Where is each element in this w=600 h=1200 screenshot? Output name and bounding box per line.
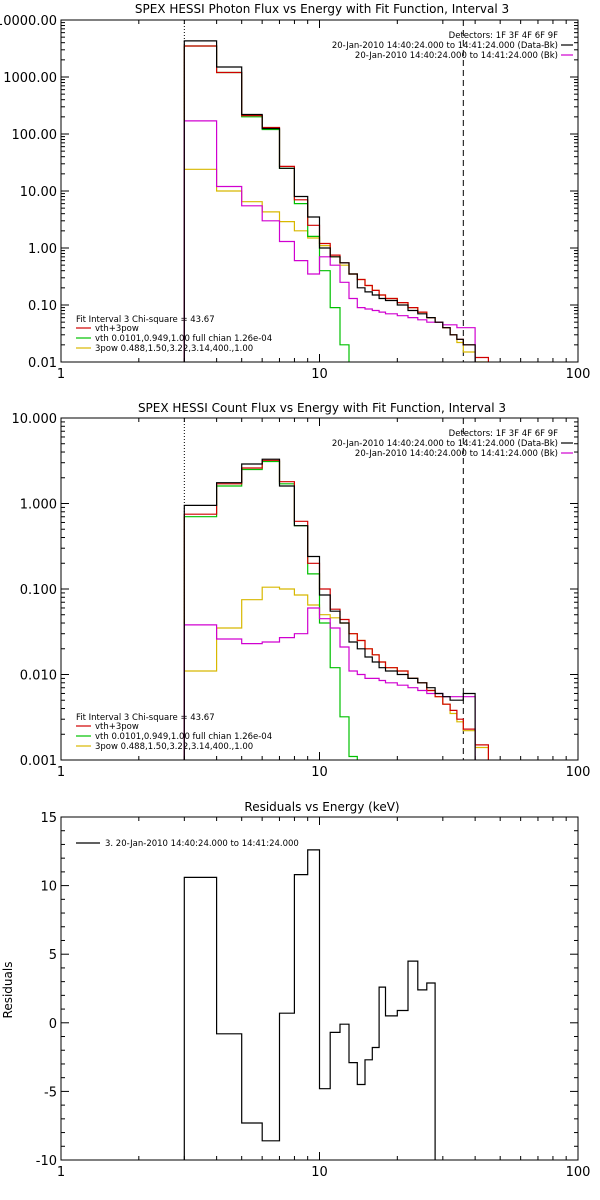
series-background	[183, 120, 476, 362]
y-tick-label: -10	[36, 1154, 57, 1169]
y-tick-label: 10000.00	[0, 14, 57, 29]
x-tick-label: 10	[311, 1165, 328, 1180]
y-tick-label: 15	[40, 811, 57, 826]
y-tick-label: 1.00	[28, 242, 57, 257]
legend-vth-label: vth 0.0101,0.949,1.00 full chian 1.26e-0…	[95, 334, 272, 344]
legend-data-label: 20-Jan-2010 14:40:24.000 to 14:41:24.000…	[332, 41, 558, 51]
legend-total-label: vth+3pow	[95, 324, 139, 334]
legend-top: Detectors: 1F 3F 4F 6F 9F 20-Jan-2010 14…	[332, 31, 573, 61]
legend-residual-label: 3. 20-Jan-2010 14:40:24.000 to 14:41:24.…	[105, 839, 299, 849]
y-tick-label: 0	[49, 1017, 57, 1032]
y-tick-label: 1.000	[20, 498, 57, 513]
x-tick-label: 100	[566, 1165, 591, 1180]
legend-data-label: 20-Jan-2010 14:40:24.000 to 14:41:24.000…	[332, 439, 558, 449]
series-data	[183, 458, 476, 760]
legend-bottom: Fit Interval 3 Chi-square = 43.67 vth+3p…	[76, 315, 272, 354]
photon-flux-panel: SPEX HESSI Photon Flux vs Energy with Fi…	[0, 2, 590, 382]
series-data	[183, 40, 476, 362]
chart-title: SPEX HESSI Photon Flux vs Energy with Fi…	[135, 2, 509, 16]
legend-bottom: Fit Interval 3 Chi-square = 43.67 vth+3p…	[76, 713, 272, 752]
y-tick-label: 100.00	[12, 128, 58, 143]
y-tick-label: 0.100	[20, 583, 57, 598]
y-tick-label: 10.000	[12, 412, 58, 427]
y-tick-label: 0.001	[20, 754, 57, 769]
series-data	[183, 849, 436, 1160]
legend-fit-interval: Fit Interval 3 Chi-square = 43.67	[76, 315, 215, 325]
y-tick-label: 0.01	[28, 356, 57, 371]
residuals-panel: Residuals vs Energy (keV) Residuals 3. 2…	[1, 800, 590, 1180]
y-tick-label: 10	[40, 880, 57, 895]
x-tick-label: 10	[311, 765, 328, 780]
series-total	[183, 45, 489, 362]
legend: 3. 20-Jan-2010 14:40:24.000 to 14:41:24.…	[76, 839, 299, 849]
y-tick-label: 0.10	[28, 299, 57, 314]
y-tick-label: -5	[44, 1085, 57, 1100]
y-tick-label: 0.010	[20, 669, 57, 684]
legend-detectors: Detectors: 1F 3F 4F 6F 9F	[449, 429, 558, 439]
legend-top: Detectors: 1F 3F 4F 6F 9F 20-Jan-2010 14…	[332, 429, 573, 459]
legend-vth-label: vth 0.0101,0.949,1.00 full chian 1.26e-0…	[95, 732, 272, 742]
y-tick-label: 5	[49, 948, 57, 963]
legend-pow-label: 3pow 0.488,1.50,3.22,3.14,400.,1.00	[95, 742, 253, 752]
y-axis-label: Residuals	[1, 962, 15, 1019]
x-tick-label: 10	[311, 367, 328, 382]
series-background	[183, 607, 476, 760]
x-tick-label: 100	[566, 765, 591, 780]
x-tick-label: 1	[57, 1165, 65, 1180]
legend-fit-interval: Fit Interval 3 Chi-square = 43.67	[76, 713, 215, 723]
plot-frame	[60, 19, 579, 363]
x-tick-label: 1	[57, 765, 65, 780]
y-tick-label: 1000.00	[3, 71, 57, 86]
chart-title: SPEX HESSI Count Flux vs Energy with Fit…	[138, 401, 506, 415]
series-vth	[183, 45, 350, 362]
legend-pow-label: 3pow 0.488,1.50,3.22,3.14,400.,1.00	[95, 344, 253, 354]
legend-bk-label: 20-Jan-2010 14:40:24.000 to 14:41:24.000…	[355, 51, 558, 61]
chart-title: Residuals vs Energy (keV)	[244, 800, 399, 814]
legend-detectors: Detectors: 1F 3F 4F 6F 9F	[449, 31, 558, 41]
legend-total-label: vth+3pow	[95, 722, 139, 732]
x-tick-label: 1	[57, 367, 65, 382]
count-flux-panel: SPEX HESSI Count Flux vs Energy with Fit…	[12, 401, 591, 780]
legend-bk-label: 20-Jan-2010 14:40:24.000 to 14:41:24.000…	[355, 449, 558, 459]
y-tick-label: 10.00	[20, 185, 57, 200]
x-tick-label: 100	[566, 367, 591, 382]
